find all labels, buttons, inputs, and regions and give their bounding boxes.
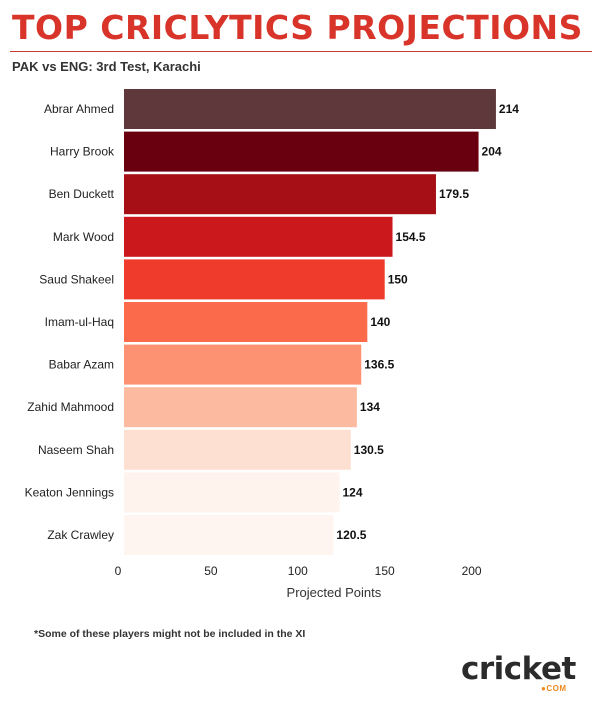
x-tick-label: 150 <box>375 564 395 578</box>
y-tick-label: Zak Crawley <box>47 528 114 542</box>
data-label: 179.5 <box>439 187 469 201</box>
bar <box>124 387 357 428</box>
title-divider <box>10 51 592 52</box>
bar <box>124 344 362 385</box>
data-label: 120.5 <box>336 528 366 542</box>
y-tick-label: Harry Brook <box>50 145 115 159</box>
y-tick-label: Saud Shakeel <box>39 272 114 286</box>
bar <box>124 515 334 555</box>
bar <box>124 131 479 172</box>
y-tick-label: Imam-ul-Haq <box>45 315 114 329</box>
chart-title: TOP CRICLYTICS PROJECTIONS <box>12 8 583 47</box>
bar <box>124 89 496 129</box>
y-tick-label: Babar Azam <box>49 358 114 372</box>
x-tick-label: 0 <box>115 564 122 578</box>
footnote: *Some of these players might not be incl… <box>34 628 306 640</box>
y-tick-label: Ben Duckett <box>49 187 115 201</box>
bar <box>124 216 393 257</box>
y-tick-label: Keaton Jennings <box>25 485 114 499</box>
x-tick-label: 200 <box>462 564 482 578</box>
logo-suffix: ●COM <box>541 684 567 693</box>
bar <box>124 302 368 342</box>
data-label: 130.5 <box>354 443 384 457</box>
cricket-com-logo: cricket ●COM <box>461 652 581 700</box>
y-tick-label: Naseem Shah <box>38 443 114 457</box>
y-tick-label: Zahid Mahmood <box>27 400 114 414</box>
data-label: 124 <box>343 485 363 499</box>
data-label: 140 <box>370 315 390 329</box>
bar <box>124 259 385 300</box>
logo-wordmark: cricket <box>461 651 576 687</box>
chart-subtitle: PAK vs ENG: 3rd Test, Karachi <box>12 59 201 74</box>
x-tick-label: 50 <box>204 564 218 578</box>
y-tick-label: Mark Wood <box>53 230 114 244</box>
y-tick-label: Abrar Ahmed <box>44 102 114 116</box>
bar <box>124 174 436 215</box>
data-label: 136.5 <box>364 358 394 372</box>
x-axis-label: Projected Points <box>287 585 382 600</box>
data-label: 150 <box>388 272 408 286</box>
bar <box>124 472 340 513</box>
data-label: 134 <box>360 400 380 414</box>
bar <box>124 429 351 470</box>
x-tick-label: 100 <box>288 564 308 578</box>
data-label: 154.5 <box>396 230 426 244</box>
data-label: 204 <box>482 145 502 159</box>
data-label: 214 <box>499 102 519 116</box>
